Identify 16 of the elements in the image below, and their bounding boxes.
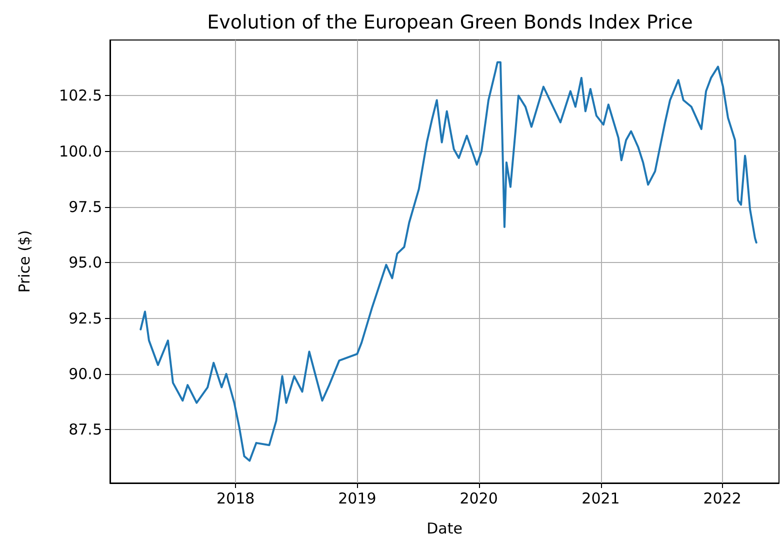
x-tick-label: 2020 — [460, 490, 498, 508]
y-tick-label: 97.5 — [68, 198, 102, 216]
x-axis-title: Date — [426, 520, 462, 538]
y-tick-label: 95.0 — [68, 254, 102, 272]
x-tick-label: 2022 — [703, 490, 742, 508]
y-tick-label: 87.5 — [68, 420, 102, 439]
y-tick-label: 100.0 — [59, 142, 102, 160]
y-tick-label: 102.5 — [59, 86, 102, 105]
x-tick-label: 2018 — [216, 490, 255, 508]
line-series — [140, 61, 758, 462]
y-axis-title: Price ($) — [16, 230, 34, 293]
chart-title: Evolution of the European Green Bonds Index Price — [207, 12, 693, 34]
y-tick-label: 90.0 — [68, 364, 102, 383]
x-tick-label: 2019 — [338, 490, 376, 508]
y-tick-label: 92.5 — [68, 309, 102, 328]
x-tick-label: 2021 — [582, 490, 620, 508]
